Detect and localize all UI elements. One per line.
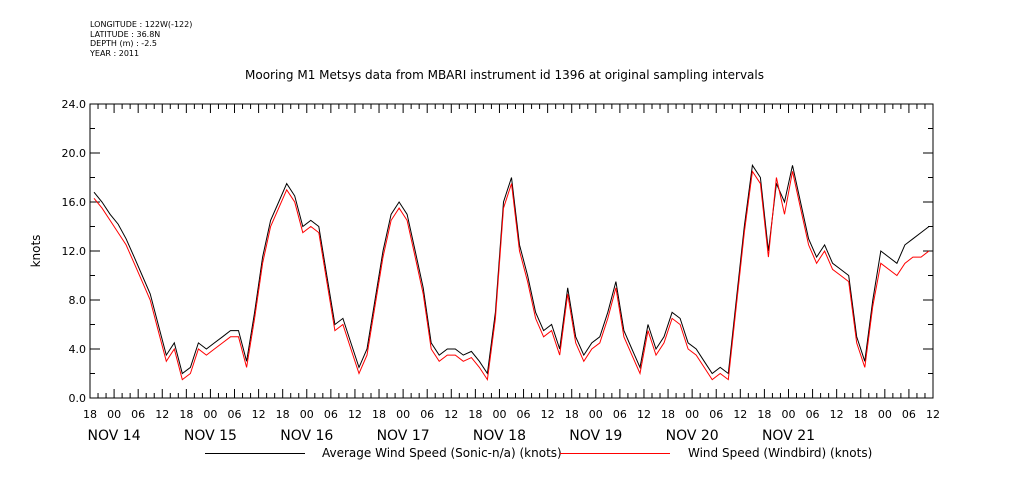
legend-swatch-average-wind-speed: [205, 453, 305, 454]
series-line-average-wind-speed: [93, 163, 930, 375]
x-date-label: NOV 21: [762, 428, 815, 440]
x-tick-label: 00: [492, 408, 506, 421]
y-axis-label: knots: [29, 235, 43, 268]
chart-legend: Average Wind Speed (Sonic-n/a) (knots) W…: [0, 444, 1009, 466]
longitude-text: LONGITUDE : 122W(-122): [90, 20, 193, 29]
x-tick-label: 12: [637, 408, 651, 421]
x-tick-label: 06: [228, 408, 242, 421]
x-tick-label: 06: [324, 408, 338, 421]
y-axis-ticks: 0.0 4.0 8.0 12.0 16.0 20.0 24.0: [62, 98, 933, 405]
y-tick-label: 24.0: [62, 98, 87, 111]
x-tick-label: 00: [396, 408, 410, 421]
x-tick-label: 06: [131, 408, 145, 421]
x-date-label: NOV 16: [280, 428, 333, 440]
legend-label-windbird-wind-speed: Wind Speed (Windbird) (knots): [688, 446, 873, 460]
x-tick-label: 00: [878, 408, 892, 421]
y-tick-label: 12.0: [62, 245, 87, 258]
x-tick-label: 00: [107, 408, 121, 421]
wind-speed-chart: 0.0 4.0 8.0 12.0 16.0 20.0 24.0 18 00 06 12 18 00 06…: [29, 98, 940, 440]
x-tick-label: 00: [589, 408, 603, 421]
latitude-text: LATITUDE : 36.8N: [90, 29, 161, 39]
plot-frame: [89, 103, 934, 399]
x-tick-label: 06: [420, 408, 434, 421]
x-tick-label: 06: [613, 408, 627, 421]
x-tick-label: 12: [252, 408, 266, 421]
depth-text: DEPTH (m) : -2.5: [90, 39, 157, 48]
series-line-windbird-wind-speed: [93, 170, 930, 382]
x-tick-label: 12: [926, 408, 940, 421]
x-tick-label: 18: [757, 408, 771, 421]
x-tick-label: 12: [444, 408, 458, 421]
x-date-label: NOV 14: [88, 428, 141, 440]
x-date-label: NOV 20: [666, 428, 719, 440]
x-tick-label: 00: [300, 408, 314, 421]
y-tick-label: 8.0: [69, 294, 87, 307]
legend-label-average-wind-speed: Average Wind Speed (Sonic-n/a) (knots): [322, 446, 562, 460]
x-tick-label: 18: [565, 408, 579, 421]
x-tick-label: 18: [468, 408, 482, 421]
x-date-label: NOV 18: [473, 428, 526, 440]
x-tick-label: 12: [541, 408, 555, 421]
x-tick-label: 00: [685, 408, 699, 421]
x-tick-label: 18: [179, 408, 193, 421]
x-tick-label: 12: [733, 408, 747, 421]
x-tick-label: 06: [709, 408, 723, 421]
x-tick-label: 12: [348, 408, 362, 421]
y-tick-label: 20.0: [62, 147, 87, 160]
mooring-metadata: LONGITUDE : 122W(-122) LATITUDE : 36.8N …: [90, 20, 192, 58]
y-tick-label: 0.0: [69, 392, 87, 405]
x-tick-label: 18: [83, 408, 97, 421]
x-tick-label: 06: [806, 408, 820, 421]
x-date-label: NOV 15: [184, 428, 237, 440]
x-date-label: NOV 19: [569, 428, 622, 440]
x-tick-label: 06: [902, 408, 916, 421]
x-tick-label: 06: [517, 408, 531, 421]
year-text: YEAR : 2011: [90, 48, 140, 58]
y-tick-label: 16.0: [62, 196, 87, 209]
series-layer: [93, 163, 930, 382]
x-tick-label: 18: [661, 408, 675, 421]
x-tick-label: 12: [155, 408, 169, 421]
legend-swatch-windbird-wind-speed: [560, 453, 670, 454]
chart-title: Mooring M1 Metsys data from MBARI instru…: [245, 68, 764, 82]
x-tick-label: 18: [372, 408, 386, 421]
x-tick-label: 18: [276, 408, 290, 421]
x-tick-label: 00: [203, 408, 217, 421]
x-tick-label: 00: [781, 408, 795, 421]
x-tick-label: 18: [854, 408, 868, 421]
x-tick-label: 12: [830, 408, 844, 421]
x-axis-ticks: 18 00 06 12 18 00 06 12 18 00 06 12 18 00 06 12 18 00 06 12…: [83, 104, 940, 440]
x-date-label: NOV 17: [377, 428, 430, 440]
y-tick-label: 4.0: [69, 343, 87, 356]
